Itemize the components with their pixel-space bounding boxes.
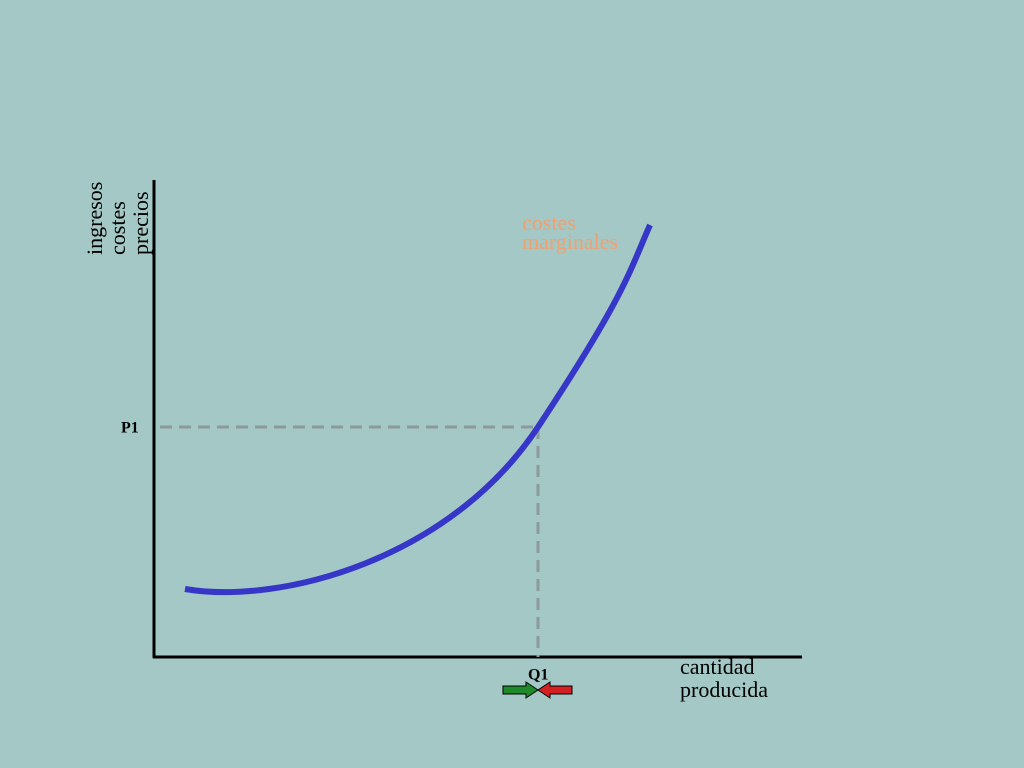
y-axis-label: precios (128, 191, 153, 255)
y-axis-label: costes (105, 201, 130, 255)
y-axis-label: ingresos (82, 182, 107, 255)
price-label: P1 (121, 420, 139, 437)
left-arrow (537, 681, 573, 699)
curve-label: costes (522, 210, 576, 235)
marginal-cost-curve (184, 223, 653, 596)
x-axis-label: producida (680, 677, 768, 702)
curve-label: marginales (522, 229, 618, 254)
quantity-label: Q1 (528, 667, 548, 684)
x-axis-label: cantidad (680, 654, 755, 679)
right-arrow (502, 681, 539, 699)
